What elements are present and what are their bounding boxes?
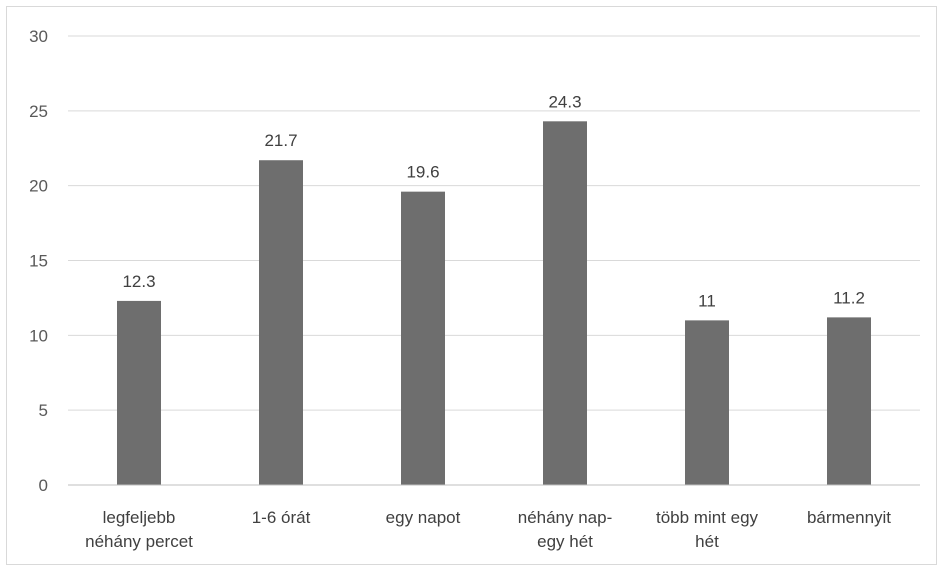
y-tick-label: 20 [29,177,48,196]
y-tick-label: 25 [29,102,48,121]
y-tick-label: 30 [29,27,48,46]
category-label: bármennyit [807,508,891,527]
chart-frame [6,6,937,565]
data-label: 12.3 [122,272,155,291]
y-tick-label: 5 [39,401,48,420]
y-tick-label: 0 [39,476,48,495]
y-tick-label: 10 [29,326,48,345]
category-label: legfeljebb néhány percet [85,508,193,551]
data-label: 11.2 [833,288,865,307]
category-labels: legfeljebb néhány percet 1-6 órát egy napot… [85,508,891,551]
y-tick-label: 15 [29,252,48,271]
bar [117,300,161,485]
gridlines [68,35,920,411]
data-label: 11 [698,291,716,310]
bar [685,320,729,485]
bars [117,121,871,486]
category-label: egy napot [386,508,461,527]
bar [259,160,303,485]
data-label: 19.6 [406,163,439,182]
data-label: 21.7 [264,131,297,150]
y-axis-ticks: 0 5 10 15 20 25 30 [29,27,48,495]
category-label: néhány nap-egy hét [518,508,613,551]
data-labels: 12.3 21.7 19.6 24.3 11 11.2 [122,92,864,310]
bar [401,191,445,486]
bar [827,317,871,485]
category-label: 1-6 órát [252,508,311,527]
data-label: 24.3 [548,92,581,111]
bar [543,121,587,485]
category-label: több mint egy hét [656,508,759,551]
